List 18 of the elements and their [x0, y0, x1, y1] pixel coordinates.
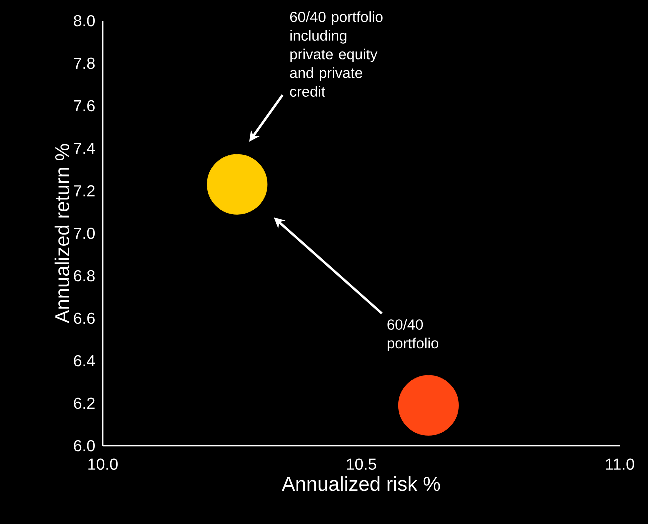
annotation: 60/40 portfolio	[388, 319, 439, 352]
y-tick-label: 6.2	[74, 398, 95, 410]
x-tick-label: 10.0	[88, 458, 118, 470]
x-axis-title: Annualized risk %	[282, 476, 440, 492]
annotation: 60/40 portfolio including private equity and private credit	[290, 12, 383, 97]
y-tick-label: 6.0	[74, 440, 96, 452]
y-tick-label: 8.0	[74, 15, 96, 27]
y-tick-label: 6.8	[74, 270, 95, 282]
x-tick-label: 10.5	[347, 458, 376, 470]
y-tick-label: 7.6	[74, 100, 95, 112]
y-tick-label: 7.8	[74, 58, 95, 70]
y-tick-label: 7.2	[74, 185, 95, 197]
x-tick-label: 11.0	[606, 458, 634, 470]
y-axis-title: Annualized return %	[54, 144, 70, 324]
y-tick-label: 6.6	[74, 312, 95, 324]
y-tick-label: 6.4	[74, 355, 96, 367]
y-tick-label: 7.4	[74, 143, 96, 154]
y-tick-label: 7.0	[74, 228, 96, 240]
